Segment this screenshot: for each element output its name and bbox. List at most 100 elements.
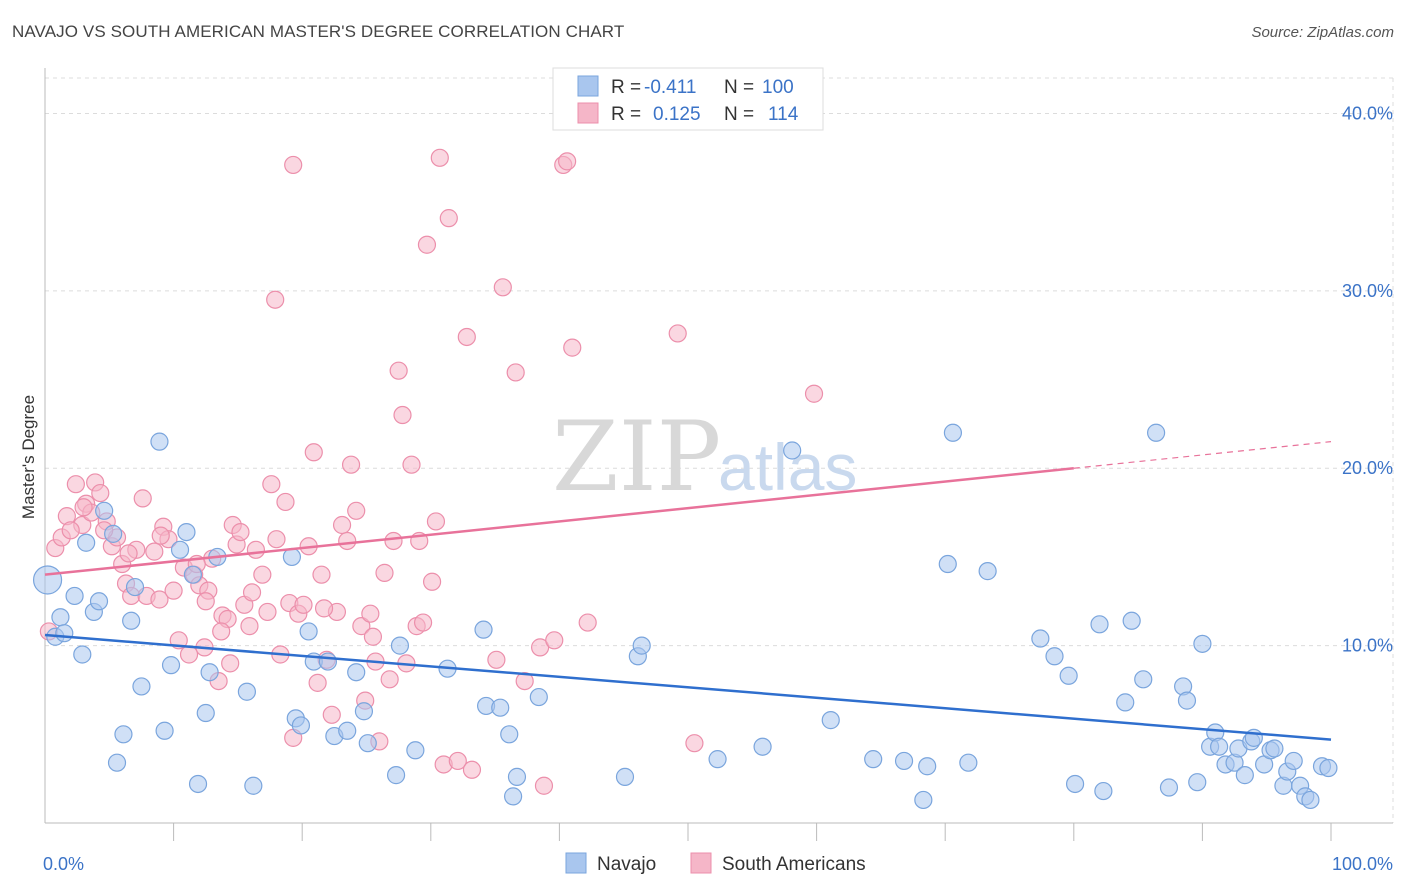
navajo-point-23 — [196, 703, 215, 723]
legend-south-americans-label: South Americans — [722, 854, 866, 875]
navajo-point-52 — [632, 636, 651, 655]
navajo-point-5 — [73, 645, 92, 664]
south-americans-point-77 — [413, 613, 433, 632]
navajo-n-value: 100 — [762, 77, 794, 98]
south-americans-point-65 — [361, 604, 380, 623]
navajo-point-55 — [783, 441, 802, 460]
south-americans-point-41 — [253, 565, 272, 584]
navajo-point-65 — [1031, 629, 1050, 648]
south-americans-point-53 — [304, 443, 323, 462]
navajo-point-73 — [1134, 670, 1153, 689]
navajo-point-21 — [183, 565, 202, 584]
navajo-point-24 — [200, 663, 219, 682]
series-legend: Navajo South Americans — [565, 852, 866, 875]
navajo-point-62 — [943, 423, 963, 442]
south-americans-r-value: 0.125 — [653, 104, 701, 125]
south-americans-point-102 — [74, 498, 93, 517]
navajo-point-38 — [358, 734, 377, 753]
navajo-point-67 — [1059, 666, 1078, 685]
x-tick-label-1: 100.0% — [1332, 854, 1393, 874]
navajo-point-82 — [1210, 737, 1229, 756]
navajo-point-50 — [615, 767, 635, 786]
navajo-point-45 — [491, 698, 510, 717]
south-americans-point-40 — [246, 540, 266, 559]
south-americans-point-26 — [179, 645, 199, 664]
navajo-point-91 — [1265, 739, 1284, 758]
chart-title: NAVAJO VS SOUTH AMERICAN MASTER'S DEGREE… — [12, 22, 625, 41]
navajo-point-36 — [347, 663, 366, 682]
navajo-point-49 — [529, 687, 548, 707]
navajo-point-63 — [959, 753, 978, 772]
navajo-point-14 — [125, 577, 145, 597]
south-americans-point-95 — [558, 152, 577, 171]
south-americans-point-59 — [332, 515, 352, 535]
south-americans-point-61 — [341, 455, 361, 474]
navajo-point-47 — [504, 787, 523, 806]
navajo-point-56 — [821, 711, 840, 730]
x-tick-labels: 0.0% 100.0% — [43, 854, 1393, 874]
watermark-atlas: atlas — [718, 430, 857, 504]
navajo-point-39 — [386, 766, 406, 785]
south-americans-point-97 — [578, 613, 597, 632]
navajo-point-71 — [1116, 693, 1135, 712]
south-americans-point-69 — [380, 670, 399, 689]
navajo-point-43 — [474, 620, 493, 639]
source-credit: Source: ZipAtlas.com — [1251, 24, 1394, 41]
south-americans-point-84 — [448, 751, 467, 771]
navajo-r-label: R = — [611, 77, 641, 98]
south-americans-point-104 — [119, 544, 138, 563]
navajo-point-27 — [244, 776, 263, 795]
south-americans-point-9 — [91, 483, 110, 503]
navajo-point-12 — [114, 725, 133, 744]
navajo-point-61 — [938, 554, 957, 574]
navajo-point-66 — [1045, 647, 1064, 666]
navajo-point-99 — [1319, 758, 1338, 778]
south-americans-n-label: N = — [724, 104, 754, 125]
south-americans-point-42 — [258, 602, 277, 622]
x-tick-label-0: 0.0% — [43, 854, 84, 874]
south-americans-point-57 — [322, 705, 341, 724]
y-tick-label-0: 10.0% — [1342, 636, 1393, 656]
south-americans-point-44 — [266, 290, 285, 309]
south-americans-point-51 — [294, 595, 313, 614]
navajo-swatch — [577, 75, 599, 97]
south-americans-point-80 — [426, 512, 446, 531]
trend-lines — [44, 441, 1332, 741]
navajo-r-value: -0.411 — [644, 77, 696, 98]
navajo-point-68 — [1065, 774, 1085, 794]
navajo-point-31 — [299, 622, 318, 641]
navajo-point-60 — [918, 757, 937, 776]
y-tick-labels: 10.0% 20.0% 30.0% 40.0% — [1342, 103, 1393, 655]
south-americans-point-113 — [363, 627, 383, 646]
navajo-point-94 — [1284, 751, 1303, 771]
south-americans-point-87 — [487, 650, 506, 669]
navajo-n-label: N = — [724, 77, 754, 98]
south-americans-point-108 — [212, 622, 231, 641]
south-americans-point-99 — [685, 734, 704, 753]
south-americans-point-55 — [312, 565, 331, 584]
navajo-point-70 — [1094, 781, 1113, 801]
south-americans-point-110 — [242, 583, 262, 602]
navajo-point-3 — [55, 624, 74, 643]
south-americans-points — [39, 148, 824, 795]
south-americans-point-23 — [164, 581, 183, 600]
navajo-point-2 — [51, 608, 70, 627]
navajo-point-86 — [1235, 766, 1254, 785]
south-americans-point-39 — [240, 617, 259, 636]
south-americans-point-20 — [150, 590, 169, 609]
south-americans-point-74 — [402, 455, 421, 474]
south-americans-point-85 — [457, 327, 476, 347]
navajo-points — [32, 423, 1338, 810]
navajo-point-48 — [507, 767, 527, 786]
south-americans-point-86 — [462, 760, 482, 779]
navajo-point-46 — [500, 725, 519, 744]
south-americans-point-63 — [352, 617, 371, 636]
south-americans-point-17 — [133, 489, 152, 508]
navajo-point-4 — [65, 586, 84, 606]
navajo-point-54 — [753, 737, 772, 756]
navajo-point-41 — [406, 741, 425, 760]
navajo-point-53 — [708, 750, 727, 769]
south-americans-point-49 — [284, 155, 303, 175]
navajo-point-19 — [170, 540, 190, 559]
navajo-trend-line — [44, 633, 1332, 741]
